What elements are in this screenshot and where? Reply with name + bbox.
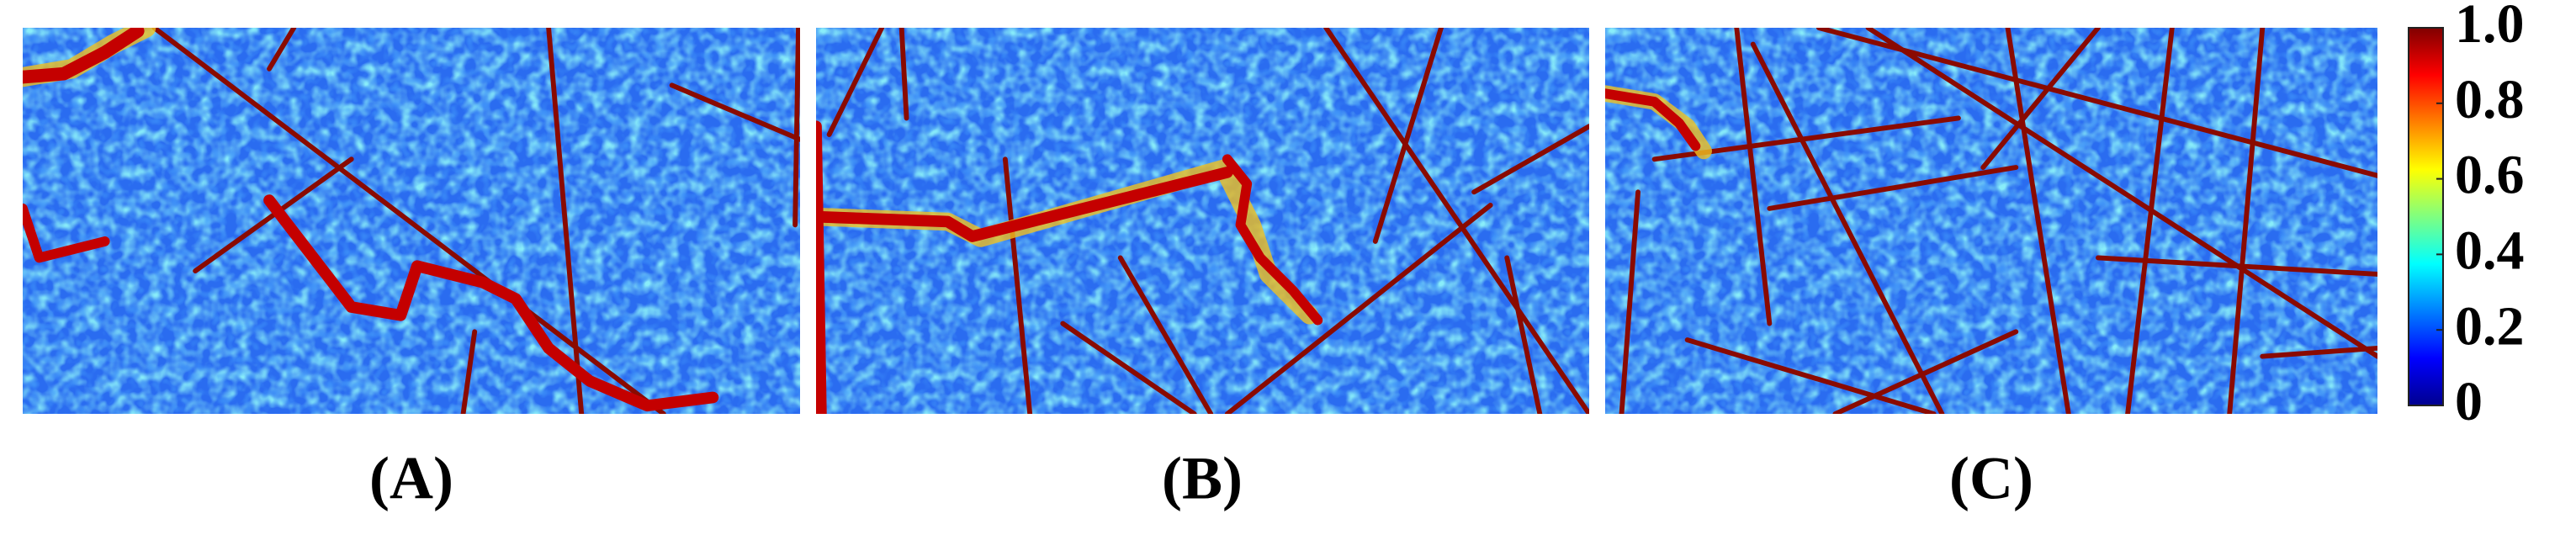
colorbar-tick-label: 0.4 (2455, 220, 2525, 282)
colorbar-tick-label: 0 (2455, 371, 2483, 432)
panel-label: (C) (1949, 445, 2033, 512)
colorbar-tick-label: 0.2 (2455, 295, 2525, 357)
field-panel (816, 28, 1589, 414)
colorbar-tick-label: 0.8 (2455, 69, 2525, 130)
panel-label: (A) (369, 445, 453, 512)
colorbar-tick-label: 0.6 (2455, 145, 2525, 206)
panel-label: (B) (1162, 445, 1243, 512)
field-panel (23, 28, 800, 414)
field-panel (1605, 28, 2377, 414)
colorbar (2408, 27, 2444, 406)
colorbar-tick-label: 1.0 (2455, 0, 2525, 55)
